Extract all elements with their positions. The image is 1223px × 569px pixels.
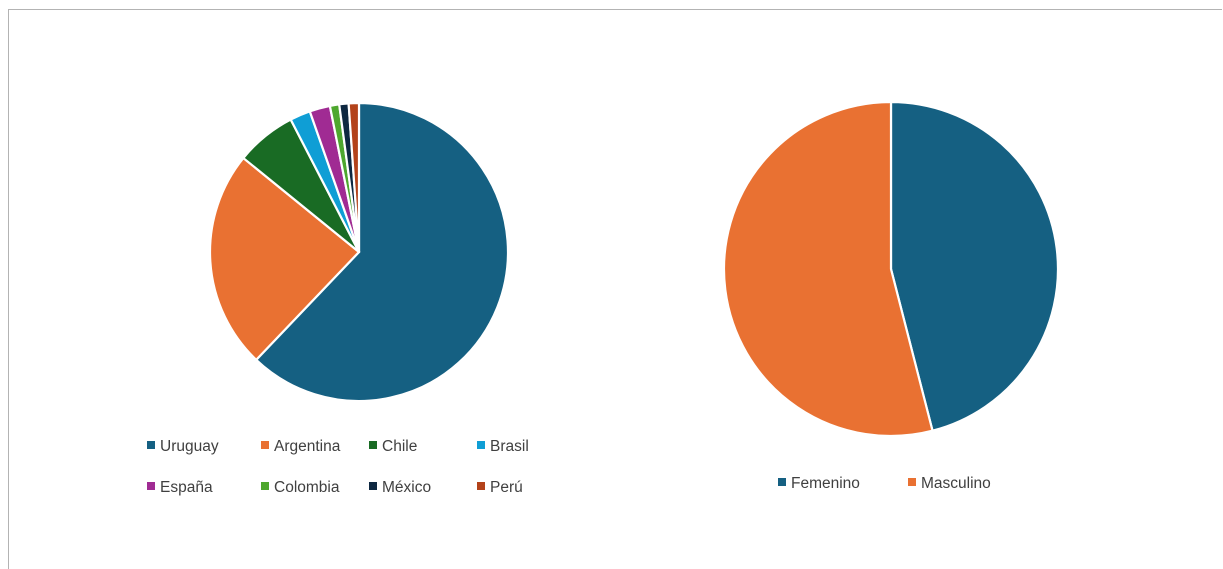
legend-label: Brasil (490, 438, 529, 455)
legend-item-colombia: Colombia (261, 479, 340, 496)
chart-frame (8, 9, 1222, 569)
pie-slice-uruguay (255, 101, 510, 403)
legend-item-mexico: México (369, 479, 431, 496)
legend-item-uruguay: Uruguay (147, 438, 219, 455)
legend-swatch (261, 482, 269, 490)
legend-swatch (147, 441, 155, 449)
pie-slice-argentina (208, 156, 361, 361)
gender-legend: Femenino Masculino (778, 475, 991, 492)
country-legend: Uruguay Argentina Chile Brasil España Colombi… (147, 438, 529, 496)
legend-label: Uruguay (160, 438, 219, 455)
legend-swatch (261, 441, 269, 449)
legend-swatch (778, 478, 786, 486)
legend-item-espana: España (147, 479, 213, 496)
pie-slice-peru (347, 101, 361, 254)
legend-swatch (477, 441, 485, 449)
country-pie-chart (208, 101, 510, 403)
legend-item-chile: Chile (369, 438, 417, 455)
legend-swatch (369, 441, 377, 449)
legend-swatch (477, 482, 485, 490)
legend-label: México (382, 479, 431, 496)
legend-label: Colombia (274, 479, 340, 496)
legend-swatch (369, 482, 377, 490)
legend-label: España (160, 479, 213, 496)
legend-label: Femenino (791, 475, 860, 492)
legend-item-brasil: Brasil (477, 438, 529, 455)
legend-swatch (147, 482, 155, 490)
legend-label: Argentina (274, 438, 341, 455)
legend-item-masculino: Masculino (908, 475, 991, 492)
legend-item-argentina: Argentina (261, 438, 341, 455)
legend-label: Masculino (921, 475, 991, 492)
legend-item-femenino: Femenino (778, 475, 860, 492)
legend-swatch (908, 478, 916, 486)
legend-label: Chile (382, 438, 417, 455)
pie-slice-masculino (722, 100, 934, 438)
legend-item-peru: Perú (477, 479, 523, 496)
pie-slice-femenino (889, 100, 1060, 432)
legend-label: Perú (490, 479, 523, 496)
gender-pie-chart (722, 100, 1060, 438)
